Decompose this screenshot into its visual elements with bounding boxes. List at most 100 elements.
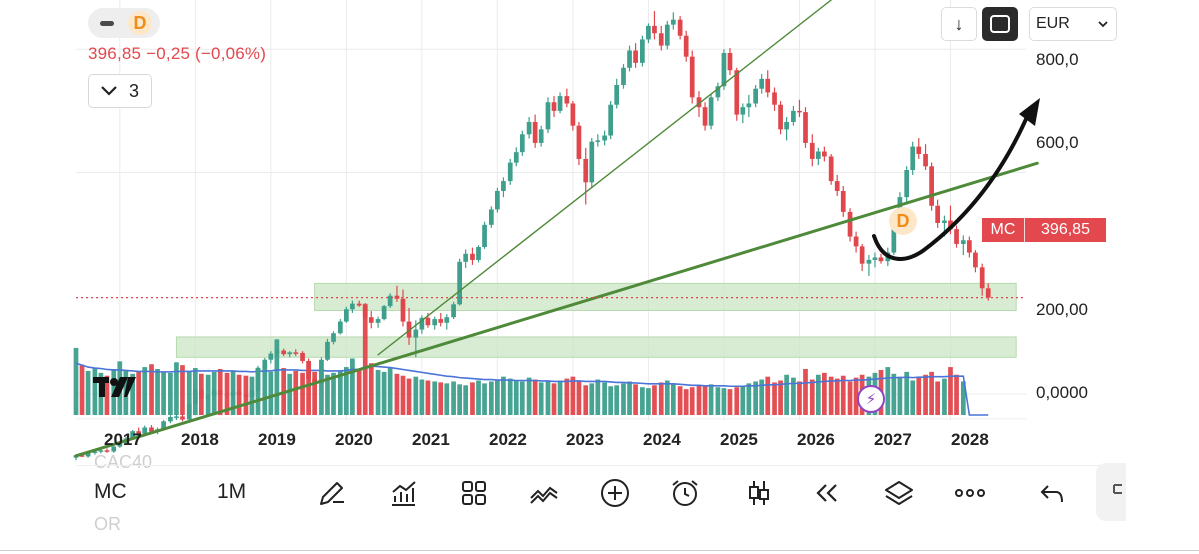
volume-bar: [708, 384, 714, 415]
candle-body: [570, 103, 576, 126]
price-change-readout: 396,85 −0,25 (−0,06%): [88, 44, 267, 63]
candle-body: [513, 152, 519, 163]
candle-body: [822, 151, 827, 157]
candle-body: [476, 247, 481, 260]
volume-bar: [910, 380, 916, 415]
layers-icon[interactable]: [882, 476, 916, 510]
candle-body: [413, 329, 419, 338]
candle-body: [721, 52, 727, 87]
dividend-marker[interactable]: D: [889, 207, 917, 235]
candle-body: [199, 389, 204, 399]
candle-body: [753, 88, 759, 104]
candle-body: [828, 156, 834, 182]
candle-body: [866, 259, 872, 264]
candles-icon[interactable]: [742, 476, 776, 510]
candle-body: [670, 19, 676, 25]
pen-icon[interactable]: [315, 476, 349, 510]
volume-bar: [381, 371, 387, 415]
symbol-picker[interactable]: MC: [94, 480, 127, 503]
lightning-icon[interactable]: ⚡: [857, 385, 885, 413]
candle-body: [602, 135, 607, 141]
candle-body: [589, 141, 595, 183]
volume-bar: [916, 377, 922, 415]
candle-body: [192, 389, 198, 405]
series-badge: D: [128, 11, 152, 35]
candle-body: [910, 146, 916, 171]
volume-bar: [721, 388, 727, 415]
volume-bar: [646, 388, 651, 415]
volume-bar: [526, 377, 532, 415]
candle-body: [633, 50, 638, 63]
volume-bar: [570, 376, 576, 415]
series-toggle[interactable]: D: [88, 8, 160, 38]
toolbar-overflow-panel[interactable]: [1096, 463, 1126, 521]
candle-body: [470, 253, 475, 260]
alarm-icon[interactable]: [668, 476, 702, 510]
volume-bar: [904, 371, 910, 415]
indicator-collapse-button[interactable]: 3: [88, 74, 152, 108]
volume-bar: [840, 375, 846, 415]
candle-body: [300, 352, 305, 361]
candle-body: [652, 25, 657, 34]
volume-bar: [432, 381, 438, 415]
replay-icon[interactable]: [810, 476, 844, 510]
candle-body: [954, 229, 959, 244]
candle-body: [859, 246, 865, 264]
volume-bar: [834, 378, 840, 415]
volume-bar: [702, 386, 708, 415]
currency-select[interactable]: EUR: [1029, 7, 1117, 41]
volume-bar: [897, 376, 903, 415]
volume-bar: [621, 383, 626, 415]
candle-body: [696, 97, 702, 108]
undo-icon[interactable]: [1035, 476, 1069, 510]
candle-body: [715, 86, 721, 98]
volume-bar: [343, 367, 349, 415]
indicators-icon[interactable]: [386, 476, 420, 510]
chevron-down-icon: [101, 86, 117, 96]
candle-body: [759, 78, 765, 89]
candle-body: [916, 146, 922, 154]
volume-bar: [640, 387, 645, 415]
candle-body: [929, 166, 934, 206]
volume-bar: [306, 369, 311, 415]
candle-body: [368, 317, 374, 323]
candle-body: [92, 451, 98, 454]
interval-picker[interactable]: 1M: [217, 480, 247, 503]
candle-body: [772, 92, 777, 105]
volume-bar: [470, 382, 475, 415]
volume-bar: [828, 376, 834, 415]
candle-body: [79, 455, 85, 457]
volume-bar: [885, 367, 891, 415]
volume-bar: [815, 374, 821, 415]
forecast-arrow: [872, 108, 1032, 261]
plus-circle-icon[interactable]: [598, 476, 632, 510]
compare-icon[interactable]: [527, 476, 561, 510]
volume-bar: [104, 375, 110, 415]
candle-body: [451, 304, 456, 318]
trendline: [377, 0, 832, 356]
fullscreen-button[interactable]: [982, 7, 1018, 41]
candle-body: [853, 236, 859, 247]
candle-body: [161, 421, 166, 430]
candle-body: [791, 110, 796, 122]
scroll-to-latest-button[interactable]: ↓: [941, 7, 977, 41]
volume-bar: [935, 381, 941, 415]
candle-body: [595, 140, 601, 142]
candle-body: [627, 50, 632, 68]
volume-bar: [319, 369, 324, 415]
volume-bar: [73, 347, 79, 415]
volume-bar: [507, 378, 513, 415]
more-icon[interactable]: [953, 476, 987, 510]
candle-body: [784, 121, 789, 130]
grid-icon[interactable]: [457, 476, 491, 510]
volume-bar: [942, 378, 947, 415]
candle-body: [532, 121, 538, 143]
volume-bar: [495, 379, 500, 415]
volume-bar: [677, 386, 683, 415]
volume-bar: [664, 380, 670, 415]
candle-body: [350, 303, 355, 310]
volume-bar: [300, 372, 305, 415]
candle-body: [130, 431, 135, 439]
page-bottom-border: [0, 550, 1199, 551]
